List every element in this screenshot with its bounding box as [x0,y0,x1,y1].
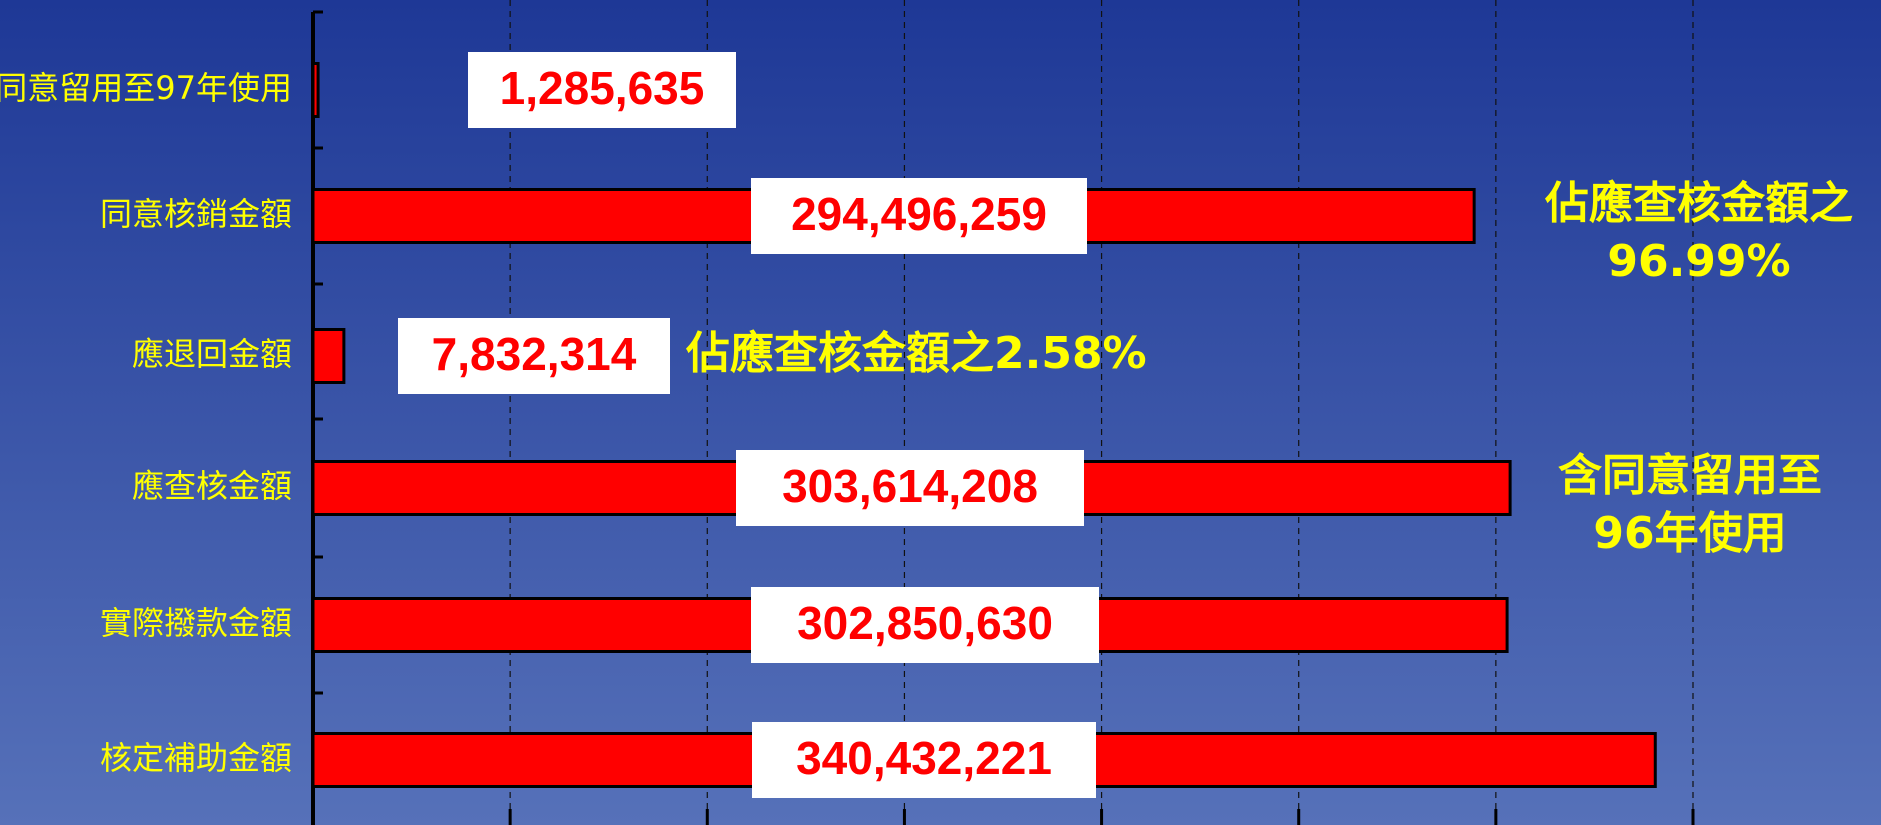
category-label: 應查核金額 [132,467,292,505]
annotation: 佔應查核金額之 [1544,178,1853,229]
value-label-box [736,450,1084,526]
value-label-box [752,722,1096,798]
category-label: 同意留用至97年使用 [0,69,292,107]
value-label: 7,832,314 [432,328,637,380]
category-label: 實際撥款金額 [100,604,292,642]
value-label-box [468,52,736,128]
annotation: 96年使用 [1593,508,1786,559]
annotation: 含同意留用至 [1558,450,1822,501]
category-label: 應退回金額 [132,335,292,373]
category-label: 同意核銷金額 [100,195,292,233]
value-label: 303,614,208 [782,460,1038,512]
annotation: 96.99% [1607,236,1790,287]
value-label-box [398,318,670,394]
value-label-box [751,178,1087,254]
bar [311,328,346,384]
value-label: 340,432,221 [796,732,1052,784]
value-label-box [751,587,1099,663]
bar [311,62,320,118]
value-label: 302,850,630 [797,597,1053,649]
annotation: 佔應查核金額之2.58% [685,328,1147,379]
value-label: 294,496,259 [791,188,1047,240]
value-label: 1,285,635 [500,62,705,114]
category-label: 核定補助金額 [100,739,292,777]
